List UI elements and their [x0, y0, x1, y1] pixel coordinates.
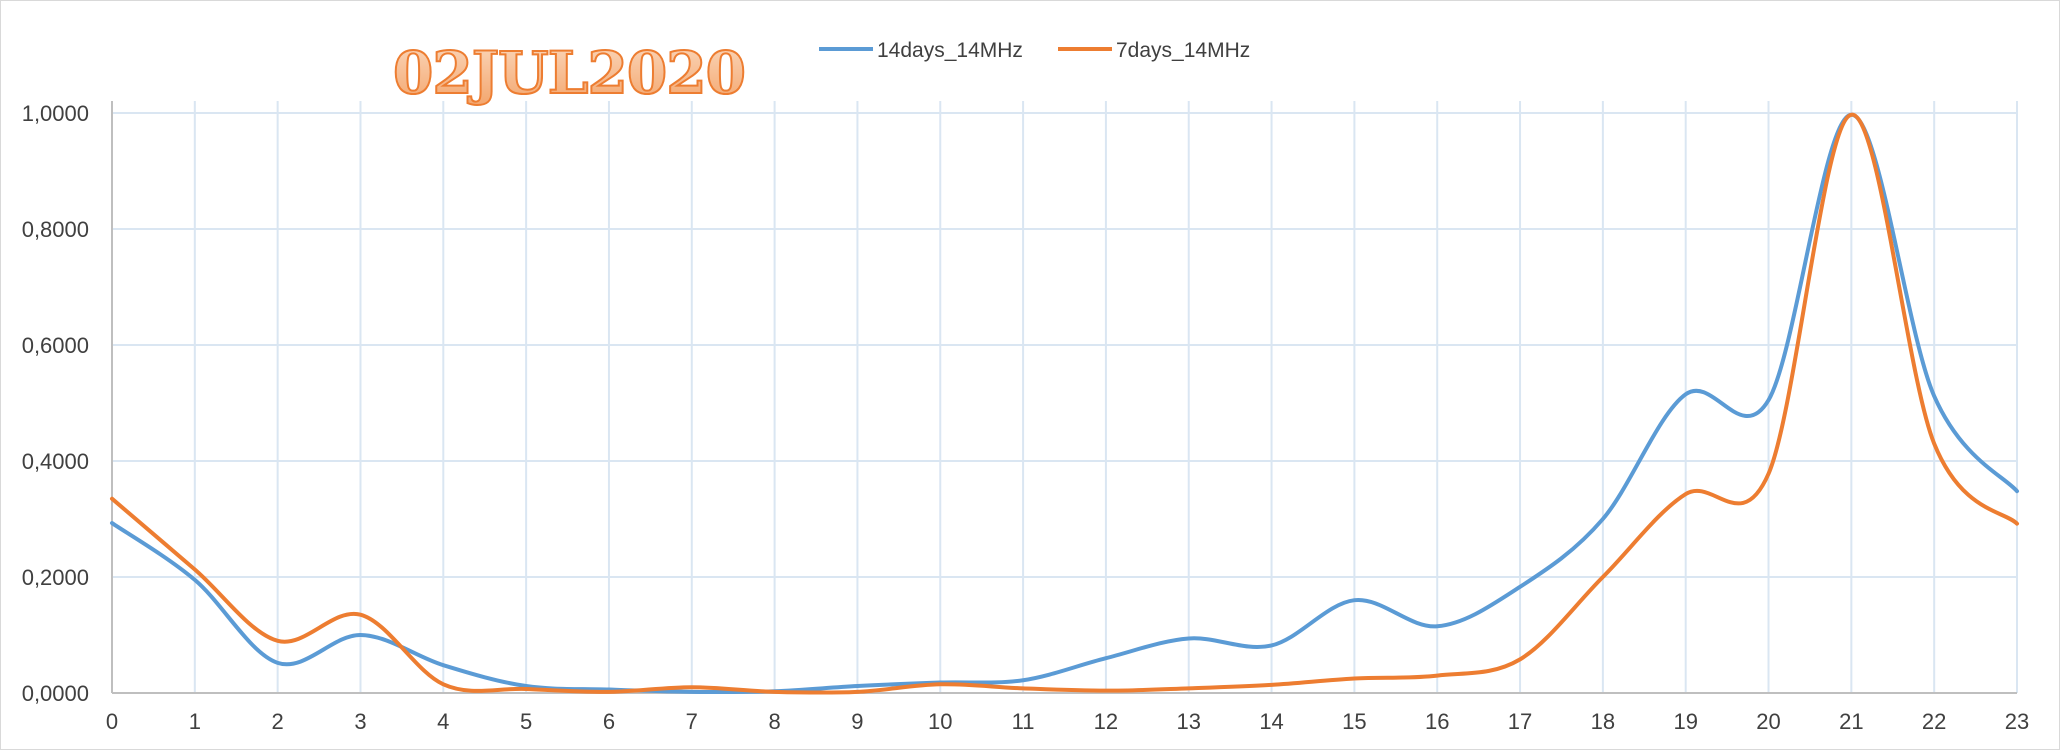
- data-point-2-16: [1434, 673, 1440, 679]
- data-point-1-14: [1269, 642, 1275, 648]
- data-point-1-2: [275, 660, 281, 666]
- series-line-2: [110, 112, 2019, 695]
- x-tick-label: 12: [1094, 709, 1118, 734]
- data-point-2-1: [192, 566, 198, 572]
- data-point-1-15: [1351, 597, 1357, 603]
- x-tick-label: 20: [1756, 709, 1780, 734]
- x-tick-label: 1: [189, 709, 201, 734]
- data-point-2-2: [275, 638, 281, 644]
- data-point-2-5: [523, 686, 529, 692]
- x-tick-label: 22: [1922, 709, 1946, 734]
- x-tick-label: 19: [1673, 709, 1697, 734]
- data-point-2-12: [1103, 688, 1109, 694]
- legend-entry-2: 7days_14MHz: [1058, 39, 1250, 62]
- data-point-2-9: [854, 689, 860, 695]
- y-tick-label: 0,6000: [22, 333, 89, 358]
- data-point-2-22: [1931, 441, 1937, 447]
- data-point-2-13: [1186, 685, 1192, 691]
- data-point-1-1: [192, 577, 198, 583]
- axes: [111, 101, 2017, 694]
- legend-label-1: 14days_14MHz: [877, 39, 1023, 62]
- x-tick-label: 5: [520, 709, 532, 734]
- x-tick-label: 18: [1591, 709, 1615, 734]
- y-tick-label: 0,4000: [22, 449, 89, 474]
- data-point-1-0: [109, 520, 115, 526]
- x-tick-label: 23: [2005, 709, 2029, 734]
- data-point-2-3: [357, 612, 363, 618]
- data-point-1-12: [1103, 655, 1109, 661]
- legend: 14days_14MHz 7days_14MHz: [819, 39, 1250, 62]
- x-tick-label: 10: [928, 709, 952, 734]
- data-point-1-9: [854, 683, 860, 689]
- data-point-2-18: [1600, 574, 1606, 580]
- chart-title: 02JUL2020: [393, 39, 745, 107]
- x-tick-label: 21: [1839, 709, 1863, 734]
- data-point-1-22: [1931, 393, 1937, 399]
- x-tick-label: 6: [603, 709, 615, 734]
- x-tick-label: 14: [1259, 709, 1283, 734]
- y-tick-label: 0,0000: [22, 681, 89, 706]
- gridlines: [112, 101, 2018, 693]
- data-point-2-7: [689, 684, 695, 690]
- data-point-1-4: [440, 662, 446, 668]
- data-point-2-8: [772, 689, 778, 695]
- x-tick-label: 4: [437, 709, 449, 734]
- series-lines: [109, 112, 2020, 695]
- x-tick-label: 15: [1342, 709, 1366, 734]
- x-tick-label: 11: [1012, 709, 1035, 734]
- data-point-2-15: [1351, 676, 1357, 682]
- legend-entry-1: 14days_14MHz: [819, 39, 1023, 62]
- data-point-2-11: [1020, 685, 1026, 691]
- data-point-2-0: [109, 496, 115, 502]
- x-tick-label: 0: [106, 709, 118, 734]
- data-point-1-19: [1683, 391, 1689, 397]
- x-tick-label: 13: [1176, 709, 1200, 734]
- y-tick-label: 1,0000: [22, 101, 89, 126]
- x-tick-label: 8: [768, 709, 780, 734]
- x-tick-label: 9: [851, 709, 863, 734]
- y-tick-label: 0,2000: [22, 565, 89, 590]
- data-point-2-10: [937, 681, 943, 687]
- data-point-1-3: [357, 632, 363, 638]
- x-tick-label: 2: [272, 709, 284, 734]
- data-point-1-16: [1434, 623, 1440, 629]
- x-tick-label: 3: [354, 709, 366, 734]
- x-tick-label: 16: [1425, 709, 1449, 734]
- data-point-2-17: [1517, 656, 1523, 662]
- data-point-2-14: [1269, 682, 1275, 688]
- data-point-2-6: [606, 689, 612, 695]
- data-point-1-18: [1600, 516, 1606, 522]
- data-point-2-21: [1848, 112, 1854, 118]
- data-point-1-11: [1020, 677, 1026, 683]
- x-tick-label: 17: [1508, 709, 1532, 734]
- data-point-2-20: [1766, 471, 1772, 477]
- data-point-1-17: [1517, 584, 1523, 590]
- legend-label-2: 7days_14MHz: [1116, 39, 1250, 62]
- data-point-1-23: [2014, 488, 2020, 494]
- x-tick-label: 7: [686, 709, 698, 734]
- data-point-1-13: [1186, 635, 1192, 641]
- y-tick-label: 0,8000: [22, 217, 89, 242]
- data-point-2-23: [2014, 521, 2020, 527]
- data-point-2-4: [440, 681, 446, 687]
- series-line-1: [110, 112, 2019, 695]
- data-point-1-20: [1766, 397, 1772, 403]
- data-point-2-19: [1683, 491, 1689, 497]
